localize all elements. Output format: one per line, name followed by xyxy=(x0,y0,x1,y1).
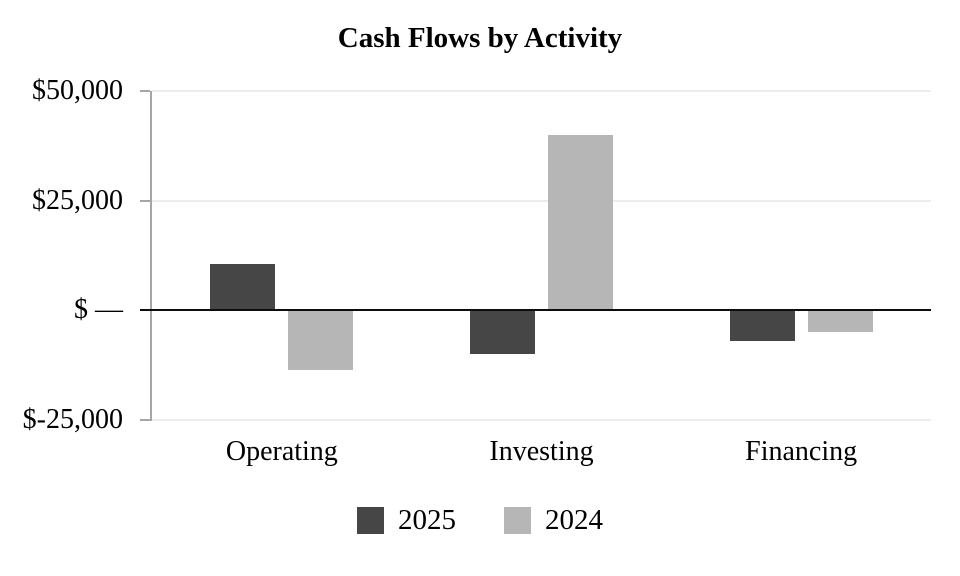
y-axis-label: $ — xyxy=(74,294,123,326)
plot-area xyxy=(140,90,931,421)
y-axis-tick xyxy=(140,419,150,421)
bar-financing-2024 xyxy=(807,310,873,333)
category-label-financing: Financing xyxy=(745,436,858,467)
legend: 2025 2024 xyxy=(0,504,960,536)
zero-axis-line xyxy=(140,309,931,312)
legend-item-2025: 2025 xyxy=(357,504,456,536)
legend-swatch-2025 xyxy=(357,506,384,534)
y-axis-label: $-25,000 xyxy=(22,404,123,435)
gridline xyxy=(152,90,931,92)
legend-item-2024: 2024 xyxy=(504,504,603,536)
legend-label-2025: 2025 xyxy=(398,504,456,536)
gridline xyxy=(152,199,931,202)
y-axis-label: $50,000 xyxy=(32,75,123,106)
gridline xyxy=(152,419,931,421)
y-axis-label: $25,000 xyxy=(32,184,123,216)
category-label-investing: Investing xyxy=(489,436,594,467)
bar-operating-2025 xyxy=(210,264,276,311)
bar-investing-2024 xyxy=(548,134,613,311)
y-axis-tick xyxy=(140,90,150,92)
chart-title: Cash Flows by Activity xyxy=(337,22,623,54)
y-axis-tick xyxy=(140,199,150,202)
category-label-operating: Operating xyxy=(225,436,338,467)
bar-financing-2025 xyxy=(729,310,795,342)
legend-swatch-2024 xyxy=(504,506,531,534)
y-axis-line xyxy=(150,91,152,421)
bar-investing-2025 xyxy=(470,310,535,355)
bar-operating-2024 xyxy=(288,310,354,370)
legend-label-2024: 2024 xyxy=(545,504,603,536)
